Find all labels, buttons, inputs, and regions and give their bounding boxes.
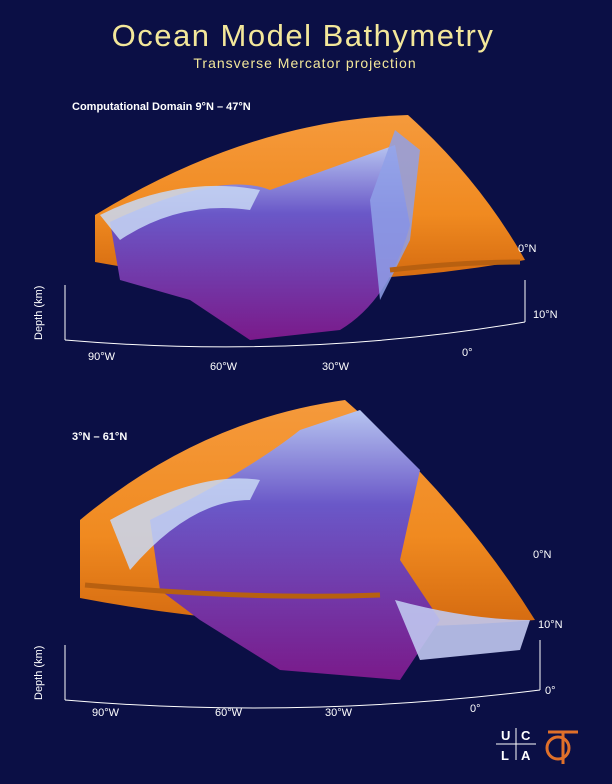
- lon-label: 30°W: [322, 361, 350, 373]
- lon-label: 90°W: [88, 351, 116, 363]
- logo: U C L A: [496, 728, 578, 764]
- lon-label: 60°W: [210, 361, 238, 373]
- lon-label: 60°W: [215, 707, 243, 719]
- shelf: [100, 185, 260, 240]
- logo-letter: C: [521, 728, 531, 743]
- lat-label: 0°N: [533, 549, 552, 561]
- axis-arc: [64, 321, 526, 348]
- panel-2: 3°N – 61°N 90°W 60°W 30°W 0° 0°N 10°N 0°…: [33, 400, 563, 719]
- lat-label: 0°N: [518, 243, 537, 255]
- lon-label: 0°: [470, 703, 481, 715]
- depth-label: Depth (km): [33, 646, 45, 700]
- logo-mark: [548, 730, 578, 764]
- logo-letter: A: [521, 748, 531, 763]
- lon-label: 30°W: [325, 707, 353, 719]
- depth-label: Depth (km): [33, 286, 45, 340]
- logo-grid: [496, 728, 536, 760]
- shelf: [110, 478, 260, 570]
- lat-label: 0°: [545, 685, 556, 697]
- title: Ocean Model Bathymetry: [112, 18, 495, 53]
- axis-arc: [64, 689, 541, 709]
- logo-mark: [545, 735, 571, 761]
- axis-edge: [64, 640, 541, 700]
- axis-edge: [64, 280, 526, 340]
- ocean-basin: [150, 410, 440, 680]
- lon-label: 0°: [462, 347, 473, 359]
- lat-label: 10°N: [538, 619, 563, 631]
- logo-letter: U: [501, 728, 510, 743]
- panel-label: Computational Domain 9°N – 47°N: [72, 101, 251, 113]
- shelf: [395, 600, 530, 660]
- band: [84, 582, 381, 599]
- band: [389, 259, 521, 273]
- panel-label: 3°N – 61°N: [72, 431, 127, 443]
- logo-letter: L: [501, 748, 509, 763]
- lon-label: 90°W: [92, 707, 120, 719]
- subtitle: Transverse Mercator projection: [193, 55, 416, 71]
- lat-label: 10°N: [533, 309, 558, 321]
- shelf: [370, 130, 420, 300]
- panel-1: Computational Domain 9°N – 47°N 90°W 60°…: [33, 101, 558, 373]
